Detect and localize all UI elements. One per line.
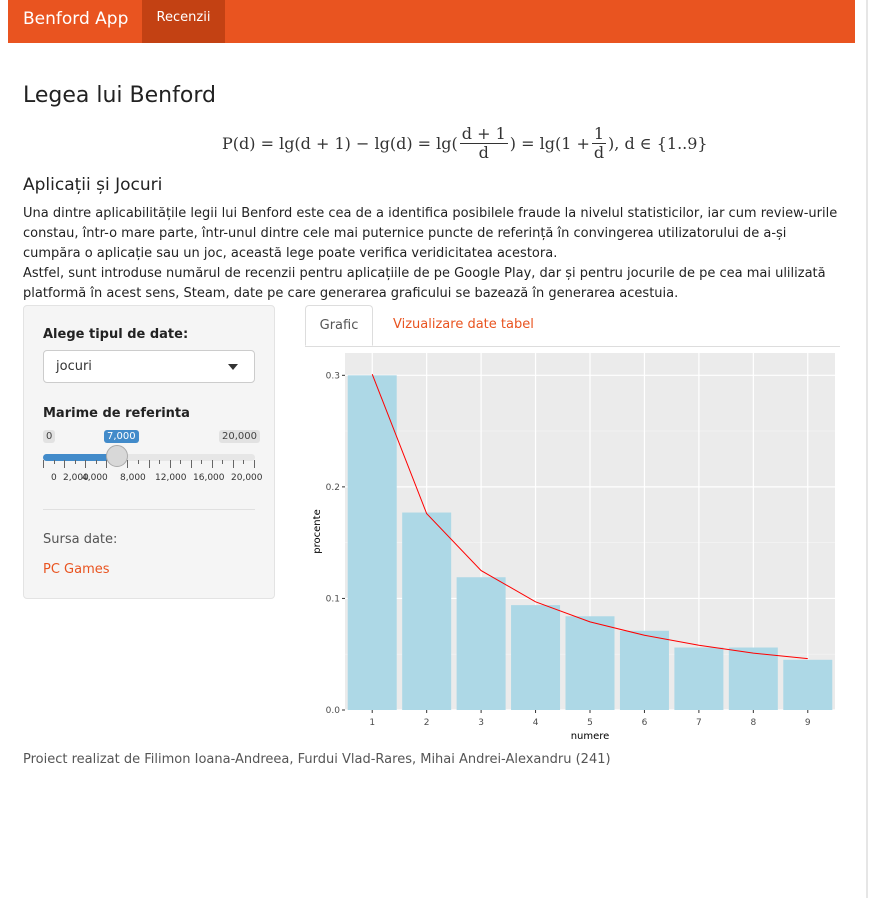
formula-fraction-1: d + 1 d bbox=[459, 123, 508, 162]
chevron-down-icon bbox=[228, 364, 238, 370]
x-tick-label: 8 bbox=[750, 718, 756, 728]
data-type-select[interactable]: jocuri bbox=[43, 350, 255, 383]
sidebar-divider bbox=[43, 509, 255, 510]
slider-tick-label: 0 bbox=[51, 473, 57, 483]
slider-tick bbox=[64, 460, 66, 468]
slider-tick bbox=[106, 460, 108, 468]
source-label: Sursa date: bbox=[43, 532, 118, 547]
nav-tab-recenzii[interactable]: Recenzii bbox=[142, 0, 225, 43]
slider-tick bbox=[190, 460, 192, 468]
formula-fraction-2: 1 d bbox=[591, 123, 607, 162]
formula-rhs: ), d ∈ {1..9} bbox=[608, 133, 708, 153]
slider-label: Marime de referinta bbox=[43, 406, 190, 421]
bar-8 bbox=[728, 647, 778, 710]
slider-handle[interactable] bbox=[106, 445, 129, 467]
slider-fill bbox=[43, 454, 118, 461]
x-tick-label: 1 bbox=[369, 718, 375, 728]
navbar: Benford App Recenzii bbox=[8, 0, 855, 43]
bar-4 bbox=[511, 605, 561, 710]
x-tick-label: 5 bbox=[587, 718, 593, 728]
y-tick-label: 0.3 bbox=[326, 371, 340, 381]
y-axis-label: procente bbox=[312, 509, 323, 553]
benford-formula: P(d) = lg(d + 1) − lg(d) = lg( d + 1 d )… bbox=[222, 122, 708, 164]
fraction-numerator: 1 bbox=[591, 123, 607, 144]
slider-value-label: 7,000 bbox=[104, 430, 139, 443]
benford-line bbox=[371, 374, 808, 660]
fraction-numerator: d + 1 bbox=[459, 123, 508, 144]
source-link[interactable]: PC Games bbox=[43, 562, 110, 577]
select-label: Alege tipul de date: bbox=[43, 327, 189, 342]
formula-lhs: P(d) = lg(d + 1) − lg(d) = lg( bbox=[222, 133, 458, 153]
slider-tick bbox=[85, 460, 87, 468]
slider-tick-label: 20,000 bbox=[231, 473, 263, 483]
tab-grafic[interactable]: Grafic bbox=[305, 305, 373, 346]
slider-tick-label: 12,000 bbox=[155, 473, 187, 483]
slider-tick bbox=[137, 460, 139, 464]
x-tick-label: 6 bbox=[642, 718, 648, 728]
formula-mid: ) = lg(1 + bbox=[509, 133, 590, 153]
slider-tick bbox=[180, 460, 182, 464]
slider-ticks bbox=[43, 460, 255, 470]
slider-tick bbox=[222, 460, 224, 464]
x-tick-label: 7 bbox=[696, 718, 702, 728]
slider-tick bbox=[53, 460, 55, 464]
slider-tick bbox=[127, 460, 129, 468]
scrollbar-edge[interactable] bbox=[866, 0, 868, 898]
x-tick-label: 2 bbox=[424, 718, 430, 728]
slider-tick bbox=[169, 460, 171, 468]
slider-tick-label: 2,000 bbox=[63, 473, 89, 483]
x-tick-label: 4 bbox=[533, 718, 539, 728]
app-brand[interactable]: Benford App bbox=[23, 9, 129, 29]
intro-paragraph-2: Astfel, sunt introduse numărul de recenz… bbox=[23, 266, 826, 301]
slider-tick bbox=[159, 460, 161, 464]
x-axis-label: numere bbox=[571, 731, 610, 742]
slider-max-label: 20,000 bbox=[219, 430, 260, 443]
sidebar-panel: Alege tipul de date: jocuri Marime de re… bbox=[23, 305, 275, 599]
y-tick-label: 0.2 bbox=[326, 483, 340, 493]
slider-tick bbox=[211, 460, 213, 468]
bar-9 bbox=[783, 659, 833, 710]
benford-chart: 0.0 0.1 0.2 0.3 1 2 3 4 5 6 7 8 9 numere procente bbox=[312, 353, 835, 742]
tab-vizualizare-date[interactable]: Vizualizare date tabel bbox=[393, 317, 534, 332]
slider-tick bbox=[201, 460, 203, 464]
footer-credits: Proiect realizat de Filimon Ioana-Andree… bbox=[23, 752, 611, 767]
slider-tick bbox=[232, 460, 234, 468]
slider-min-label: 0 bbox=[43, 430, 56, 443]
slider-tick bbox=[254, 460, 255, 468]
bar-1 bbox=[347, 375, 397, 710]
slider-tick bbox=[243, 460, 245, 464]
slider-tick bbox=[74, 460, 76, 464]
bar-2 bbox=[402, 512, 452, 710]
select-value: jocuri bbox=[56, 359, 92, 374]
slider-tick bbox=[95, 460, 97, 464]
intro-paragraph-1: Una dintre aplicabilitățile legii lui Be… bbox=[23, 206, 838, 261]
bar-6 bbox=[619, 630, 669, 710]
page-title: Legea lui Benford bbox=[23, 83, 216, 108]
bar-3 bbox=[456, 577, 506, 710]
fraction-denominator: d bbox=[478, 142, 489, 162]
intro-text: Una dintre aplicabilitățile legii lui Be… bbox=[23, 204, 841, 304]
slider-tick-label: 8,000 bbox=[120, 473, 146, 483]
tab-bar: Grafic Vizualizare date tabel bbox=[305, 305, 840, 347]
x-tick-label: 3 bbox=[478, 718, 484, 728]
slider-tick bbox=[148, 460, 150, 468]
x-tick-label: 9 bbox=[805, 718, 811, 728]
slider-tick-label: 16,000 bbox=[193, 473, 225, 483]
slider-tick bbox=[43, 460, 44, 468]
slider-tick-label: 4,000 bbox=[82, 473, 108, 483]
y-tick-label: 0.1 bbox=[326, 594, 340, 604]
bar-5 bbox=[565, 616, 615, 710]
fraction-denominator: d bbox=[593, 142, 605, 162]
y-tick-label: 0.0 bbox=[326, 706, 341, 716]
bar-7 bbox=[674, 647, 724, 710]
section-title: Aplicații și Jocuri bbox=[23, 175, 163, 195]
slider-track[interactable] bbox=[43, 454, 255, 461]
